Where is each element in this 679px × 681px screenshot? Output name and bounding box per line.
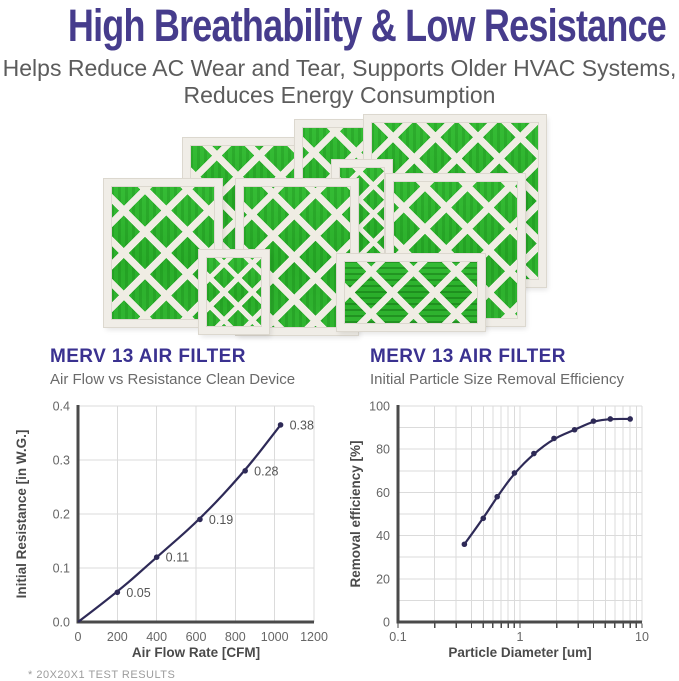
product-hero-image — [0, 112, 679, 338]
chart-subheading: Air Flow vs Resistance Clean Device — [50, 371, 296, 389]
svg-text:Initial Resistance [in W.G.]: Initial Resistance [in W.G.] — [14, 430, 29, 599]
chart-heading: MERV 13 AIR FILTER — [50, 346, 246, 368]
svg-text:400: 400 — [146, 630, 167, 644]
svg-text:0.1: 0.1 — [389, 630, 406, 644]
svg-text:0.38: 0.38 — [290, 419, 314, 433]
svg-text:Removal efficiency [%]: Removal efficiency [%] — [348, 441, 363, 588]
airflow-resistance-chart-panel: MERV 13 AIR FILTER Air Flow vs Resistanc… — [12, 346, 346, 667]
svg-text:40: 40 — [376, 529, 390, 543]
svg-text:200: 200 — [107, 630, 128, 644]
svg-text:0.4: 0.4 — [53, 400, 70, 414]
svg-text:800: 800 — [225, 630, 246, 644]
air-filter-image — [337, 254, 485, 332]
svg-text:60: 60 — [376, 486, 390, 500]
svg-text:1: 1 — [517, 630, 524, 644]
svg-text:0: 0 — [75, 630, 82, 644]
svg-text:0.28: 0.28 — [254, 464, 278, 478]
svg-text:600: 600 — [186, 630, 207, 644]
air-filter-image — [199, 250, 269, 335]
svg-text:1200: 1200 — [300, 630, 328, 644]
charts-section: MERV 13 AIR FILTER Air Flow vs Resistanc… — [0, 346, 679, 667]
svg-text:0: 0 — [383, 616, 390, 630]
page-header: High Breathability & Low Resistance Help… — [0, 0, 679, 109]
particle-removal-chart-panel: MERV 13 AIR FILTER Initial Particle Size… — [346, 346, 666, 667]
svg-text:20: 20 — [376, 572, 390, 586]
svg-text:0.1: 0.1 — [53, 562, 70, 576]
airflow-resistance-chart: 0.0 0.1 0.2 0.3 0.4 0 200 400 600 800 1000 1200 Air … — [14, 400, 328, 661]
svg-text:0.0: 0.0 — [53, 616, 70, 630]
svg-text:1000: 1000 — [261, 630, 289, 644]
svg-text:0.05: 0.05 — [126, 586, 150, 600]
svg-text:10: 10 — [635, 630, 649, 644]
svg-text:100: 100 — [369, 400, 390, 414]
chart-heading: MERV 13 AIR FILTER — [370, 346, 566, 368]
svg-text:Particle Diameter [um]: Particle Diameter [um] — [448, 645, 591, 660]
svg-text:0.3: 0.3 — [53, 454, 70, 468]
svg-text:0.11: 0.11 — [166, 551, 189, 565]
chart-subheading: Initial Particle Size Removal Efficiency — [370, 371, 624, 389]
particle-removal-chart: 0 20 40 60 80 100 0.1 1 10 Particle Diameter [um]… — [348, 400, 649, 661]
page-title: High Breathability & Low Resistance — [67, 0, 667, 51]
svg-text:0.2: 0.2 — [53, 508, 70, 522]
svg-text:80: 80 — [376, 443, 390, 457]
svg-text:0.19: 0.19 — [209, 513, 233, 527]
footnote: * 20X20X1 TEST RESULTS — [28, 669, 176, 681]
page-subtitle-line2: Reduces Energy Consumption — [183, 82, 496, 109]
page-subtitle: Helps Reduce AC Wear and Tear, Supports … — [0, 55, 679, 109]
page-subtitle-line1: Helps Reduce AC Wear and Tear, Supports … — [2, 54, 677, 81]
svg-text:Air Flow Rate [CFM]: Air Flow Rate [CFM] — [132, 645, 260, 660]
air-filter-image — [104, 179, 222, 328]
